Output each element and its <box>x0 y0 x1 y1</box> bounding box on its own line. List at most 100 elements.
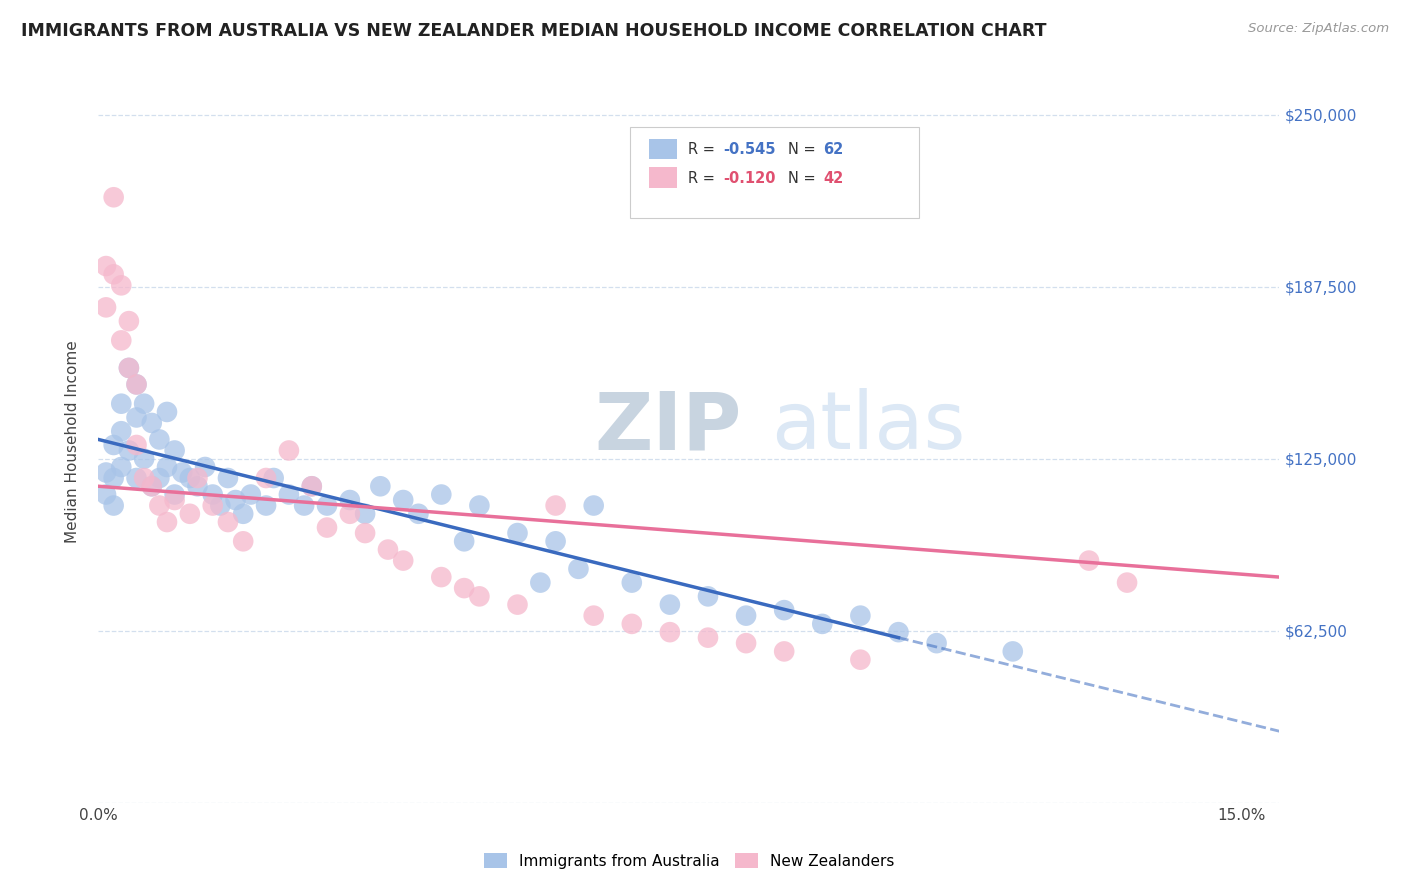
Text: ZIP: ZIP <box>595 388 742 467</box>
Point <box>103 268 125 282</box>
Point <box>453 581 475 595</box>
Point <box>658 598 681 612</box>
Point <box>1116 575 1139 590</box>
Point <box>156 460 179 475</box>
Point <box>103 499 125 513</box>
Point <box>849 608 872 623</box>
Point <box>620 616 643 631</box>
Point <box>301 479 323 493</box>
Point <box>201 487 224 501</box>
Point <box>392 553 415 567</box>
Point <box>141 479 163 493</box>
Text: 62: 62 <box>824 142 844 157</box>
Point <box>277 443 299 458</box>
Point <box>254 499 277 513</box>
Point <box>141 416 163 430</box>
Point <box>316 499 339 513</box>
Point <box>925 636 948 650</box>
Text: -0.545: -0.545 <box>723 142 776 157</box>
Point <box>1078 553 1101 567</box>
Point <box>529 575 551 590</box>
Point <box>118 360 141 375</box>
Point <box>301 479 323 493</box>
Point <box>134 471 156 485</box>
Point <box>292 499 315 513</box>
Point <box>217 515 239 529</box>
Point <box>156 515 179 529</box>
Point <box>225 493 247 508</box>
Point <box>103 190 125 204</box>
FancyBboxPatch shape <box>648 138 678 159</box>
Point <box>163 443 186 458</box>
Point <box>453 534 475 549</box>
Point <box>232 534 254 549</box>
FancyBboxPatch shape <box>630 128 920 218</box>
Point <box>125 377 148 392</box>
Point <box>735 636 758 650</box>
Point <box>217 471 239 485</box>
Point <box>1001 644 1024 658</box>
Point <box>773 644 796 658</box>
Point <box>110 278 132 293</box>
Point <box>430 570 453 584</box>
Point <box>172 466 194 480</box>
Point <box>125 377 148 392</box>
Point <box>811 616 834 631</box>
Point <box>148 499 170 513</box>
Point <box>118 360 141 375</box>
Text: -0.120: -0.120 <box>723 171 776 186</box>
Text: 42: 42 <box>824 171 844 186</box>
Point <box>506 598 529 612</box>
Point <box>354 507 377 521</box>
Point <box>544 499 567 513</box>
Point <box>773 603 796 617</box>
Text: R =: R = <box>688 142 720 157</box>
Point <box>582 608 605 623</box>
FancyBboxPatch shape <box>648 168 678 188</box>
Point <box>209 499 232 513</box>
Text: atlas: atlas <box>772 388 966 467</box>
Point <box>582 499 605 513</box>
Legend: Immigrants from Australia, New Zealanders: Immigrants from Australia, New Zealander… <box>478 847 900 875</box>
Text: R =: R = <box>688 171 720 186</box>
Point <box>408 507 430 521</box>
Point <box>544 534 567 549</box>
Point <box>110 397 132 411</box>
Point <box>849 653 872 667</box>
Point <box>110 424 132 438</box>
Point <box>148 471 170 485</box>
Point <box>339 493 361 508</box>
Point <box>277 487 299 501</box>
Text: Source: ZipAtlas.com: Source: ZipAtlas.com <box>1249 22 1389 36</box>
Point <box>118 443 141 458</box>
Point <box>239 487 262 501</box>
Point <box>316 520 339 534</box>
Point <box>506 526 529 541</box>
Point <box>156 405 179 419</box>
Point <box>163 487 186 501</box>
Point <box>392 493 415 508</box>
Point <box>179 507 201 521</box>
Point <box>94 259 117 273</box>
Point <box>339 507 361 521</box>
Point <box>134 451 156 466</box>
Point <box>125 410 148 425</box>
Point <box>697 590 720 604</box>
Text: IMMIGRANTS FROM AUSTRALIA VS NEW ZEALANDER MEDIAN HOUSEHOLD INCOME CORRELATION C: IMMIGRANTS FROM AUSTRALIA VS NEW ZEALAND… <box>21 22 1046 40</box>
Point <box>697 631 720 645</box>
Point <box>118 314 141 328</box>
Point <box>103 438 125 452</box>
Point <box>94 487 117 501</box>
Point <box>887 625 910 640</box>
Point <box>468 590 491 604</box>
Point <box>186 479 208 493</box>
Point <box>125 438 148 452</box>
Text: N =: N = <box>789 142 820 157</box>
Point <box>201 499 224 513</box>
Point <box>141 479 163 493</box>
Point <box>179 471 201 485</box>
Point <box>103 471 125 485</box>
Point <box>263 471 285 485</box>
Point <box>110 460 132 475</box>
Point <box>194 460 217 475</box>
